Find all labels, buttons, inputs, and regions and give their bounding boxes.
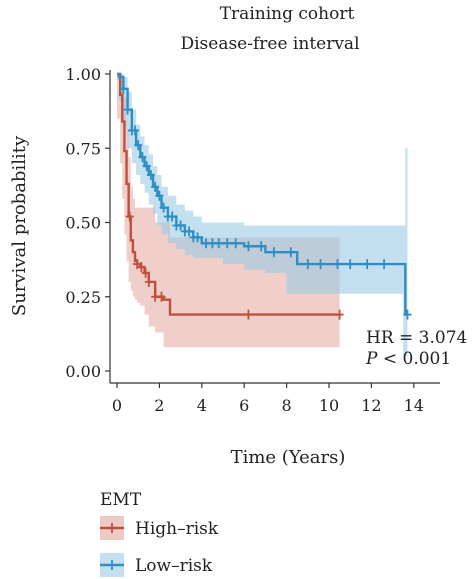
censor-mark-low-risk: [151, 181, 160, 192]
y-tick-label: 0.50: [65, 214, 101, 233]
legend-item-high-risk: High–risk: [100, 516, 219, 540]
censor-mark-low-risk: [134, 140, 143, 151]
censor-mark-low-risk: [168, 211, 177, 222]
censor-mark-low-risk: [286, 247, 295, 258]
censor-mark-low-risk: [316, 259, 325, 270]
censor-mark-low-risk: [380, 259, 389, 270]
x-tick-label: 10: [319, 396, 339, 415]
x-tick-label: 4: [197, 396, 207, 415]
censor-mark-low-risk: [303, 259, 312, 270]
censor-mark-high-risk: [141, 267, 150, 278]
censor-mark-low-risk: [185, 226, 194, 237]
ci-band-high-risk: [117, 74, 340, 348]
censor-mark-high-risk: [144, 276, 153, 287]
p-rest: < 0.001: [377, 349, 451, 369]
censor-mark-low-risk: [176, 220, 185, 231]
censor-mark-low-risk: [131, 125, 140, 136]
censor-mark-low-risk: [146, 169, 155, 180]
censor-mark-high-risk: [335, 309, 344, 320]
censor-mark-low-risk: [231, 238, 240, 249]
censor-mark-low-risk: [119, 83, 128, 94]
censor-mark-low-risk: [257, 241, 266, 252]
legend-label: Low–risk: [135, 556, 213, 576]
chart-title: Training cohort: [220, 4, 355, 24]
censor-mark-high-risk: [125, 211, 134, 222]
legend: EMT High–risk Low–risk: [100, 490, 219, 577]
y-tick-label: 1.00: [65, 65, 101, 84]
censor-mark-low-risk: [244, 241, 253, 252]
y-tick-label: 0.25: [65, 288, 101, 307]
hr-annotation: HR = 3.074: [366, 328, 467, 348]
censor-mark-low-risk: [403, 309, 412, 320]
x-tick-label: 8: [282, 396, 292, 415]
x-tick-label: 14: [404, 396, 424, 415]
y-tick-label: 0.00: [65, 362, 101, 381]
censor-mark-low-risk: [333, 259, 342, 270]
censor-mark-low-risk: [138, 152, 147, 163]
censor-mark-high-risk: [137, 262, 146, 273]
legend-title: EMT: [100, 490, 142, 510]
x-tick-label: 2: [154, 396, 164, 415]
legend-item-low-risk: Low–risk: [100, 553, 213, 577]
censor-mark-low-risk: [269, 247, 278, 258]
censor-mark-high-risk: [244, 309, 253, 320]
censor-mark-low-risk: [159, 202, 168, 213]
ticks: 0.00 0.25 0.50 0.75 1.00 0 2 4 6 8 10 12 14: [65, 65, 424, 415]
legend-label: High–risk: [135, 519, 219, 539]
chart-subtitle: Disease-free interval: [180, 34, 359, 54]
censor-mark-low-risk: [346, 259, 355, 270]
plot-area: [117, 72, 412, 357]
p-label: P: [365, 349, 378, 369]
censor-mark-low-risk: [193, 232, 202, 243]
ci-band-low-risk: [117, 74, 408, 357]
x-tick-label: 0: [112, 396, 122, 415]
censor-mark-high-risk: [157, 291, 166, 302]
ci-bands: [117, 74, 408, 357]
legend-items: High–risk Low–risk: [100, 516, 219, 577]
x-tick-label: 6: [239, 396, 249, 415]
censor-mark-low-risk: [223, 238, 232, 249]
censor-mark-low-risk: [155, 190, 164, 201]
y-tick-label: 0.75: [65, 139, 101, 158]
censor-mark-low-risk: [363, 259, 372, 270]
censor-mark-high-risk: [133, 259, 142, 270]
x-tick-label: 12: [361, 396, 381, 415]
censor-mark-low-risk: [214, 238, 223, 249]
y-axis-label: Survival probability: [9, 135, 30, 316]
censor-mark-low-risk: [123, 104, 132, 115]
axes: [109, 70, 440, 384]
censor-mark-low-risk: [142, 161, 151, 172]
x-axis-label: Time (Years): [231, 447, 346, 468]
p-value-annotation: P < 0.001: [365, 349, 451, 369]
survival-curves: [117, 72, 412, 320]
